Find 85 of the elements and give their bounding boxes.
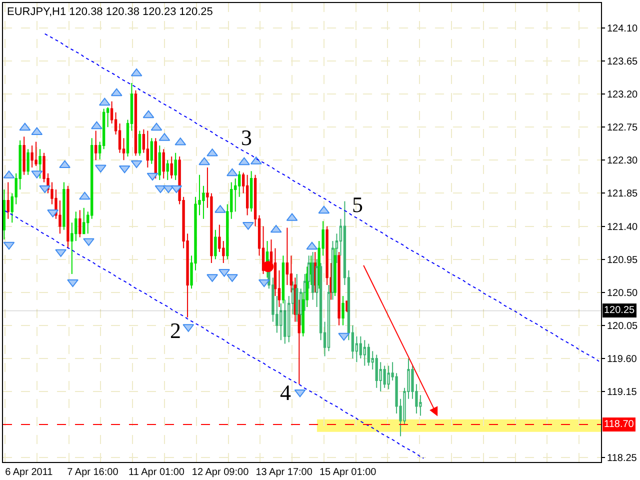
candlestick bbox=[284, 299, 286, 344]
candlestick bbox=[134, 90, 138, 156]
y-tick-label: 120.95 bbox=[607, 254, 638, 266]
candlestick bbox=[82, 207, 86, 234]
y-tick-label: 118.25 bbox=[607, 453, 638, 464]
y-tick-label: 123.20 bbox=[607, 90, 638, 101]
point bbox=[150, 122, 162, 131]
point bbox=[39, 185, 51, 194]
candlestick bbox=[250, 170, 253, 212]
y-tick-label: 120.50 bbox=[607, 288, 638, 299]
y-tick-label: 124.10 bbox=[607, 23, 638, 34]
candlestick bbox=[166, 160, 169, 180]
annotation: 3 bbox=[241, 125, 252, 150]
point bbox=[262, 261, 274, 272]
candlestick bbox=[146, 130, 150, 168]
candlestick bbox=[383, 365, 386, 388]
candlestick bbox=[246, 174, 249, 216]
ref-line-label: 118.70 bbox=[604, 419, 634, 430]
candlestick bbox=[174, 152, 177, 180]
y-tick-label: 119.60 bbox=[607, 354, 638, 365]
point bbox=[198, 157, 210, 166]
y-tick-label: 122.75 bbox=[607, 122, 638, 134]
candlestick bbox=[30, 144, 34, 168]
line-series bbox=[44, 33, 600, 362]
candlestick bbox=[150, 138, 153, 164]
candlestick bbox=[78, 210, 82, 238]
x-tick-label: 15 Apr 01:00 bbox=[319, 467, 377, 478]
y-tick-label: 123.65 bbox=[607, 56, 638, 68]
point bbox=[294, 389, 306, 398]
point bbox=[170, 185, 182, 194]
candlestick bbox=[3, 189, 6, 240]
candlestick bbox=[298, 299, 301, 385]
chart-title: EURJPY,H1 120.38 120.38 120.23 120.25 bbox=[7, 6, 213, 18]
candlestick bbox=[342, 296, 344, 326]
annotation: 5 bbox=[352, 192, 363, 217]
candlestick bbox=[334, 248, 336, 297]
annotation: 2 bbox=[170, 318, 181, 343]
x-tick-label: 7 Apr 16:00 bbox=[67, 467, 119, 478]
y-tick-label: 122.30 bbox=[607, 156, 638, 167]
point bbox=[59, 160, 70, 168]
candlestick bbox=[296, 273, 298, 322]
candlestick bbox=[94, 130, 98, 161]
annotation: 4 bbox=[280, 380, 291, 405]
point bbox=[318, 206, 330, 214]
point bbox=[79, 192, 90, 200]
point bbox=[258, 279, 270, 288]
candlestick bbox=[387, 365, 390, 390]
y-tick-label: 121.85 bbox=[607, 188, 638, 200]
point bbox=[142, 110, 154, 118]
candlestick bbox=[138, 130, 142, 156]
point bbox=[270, 224, 282, 233]
candlestick bbox=[282, 255, 285, 304]
candlestick bbox=[170, 156, 173, 180]
point bbox=[3, 242, 15, 250]
candlestick bbox=[34, 141, 38, 167]
y-tick-label: 119.15 bbox=[607, 387, 638, 398]
x-tick-label: 13 Apr 17:00 bbox=[256, 467, 313, 478]
candlestick bbox=[22, 136, 26, 176]
y-tick-label: 120.05 bbox=[607, 320, 638, 332]
x-tick-label: 12 Apr 09:00 bbox=[192, 467, 250, 478]
candlestick bbox=[214, 229, 217, 260]
candlestick bbox=[367, 343, 370, 366]
candlestick bbox=[66, 185, 70, 249]
point bbox=[238, 157, 250, 166]
candlestick bbox=[162, 148, 165, 180]
point bbox=[90, 121, 102, 130]
point bbox=[110, 88, 122, 96]
point bbox=[67, 279, 78, 288]
candlestick bbox=[26, 148, 30, 176]
candlestick bbox=[38, 148, 42, 180]
x-tick-label: 6 Apr 2011 bbox=[5, 467, 54, 478]
candlestick bbox=[6, 182, 10, 220]
candlestick bbox=[375, 354, 378, 388]
point bbox=[19, 122, 31, 131]
candlestick bbox=[363, 340, 366, 366]
candlestick bbox=[62, 182, 66, 230]
point bbox=[226, 168, 238, 176]
point bbox=[306, 242, 318, 250]
candlestick bbox=[338, 251, 340, 326]
y-tick-label: 121.40 bbox=[607, 222, 638, 233]
candlestick bbox=[158, 144, 161, 180]
ref-line-label: 120.25 bbox=[604, 305, 636, 316]
point bbox=[98, 98, 110, 106]
x-tick-label: 11 Apr 01:00 bbox=[128, 467, 185, 478]
point bbox=[338, 332, 350, 341]
